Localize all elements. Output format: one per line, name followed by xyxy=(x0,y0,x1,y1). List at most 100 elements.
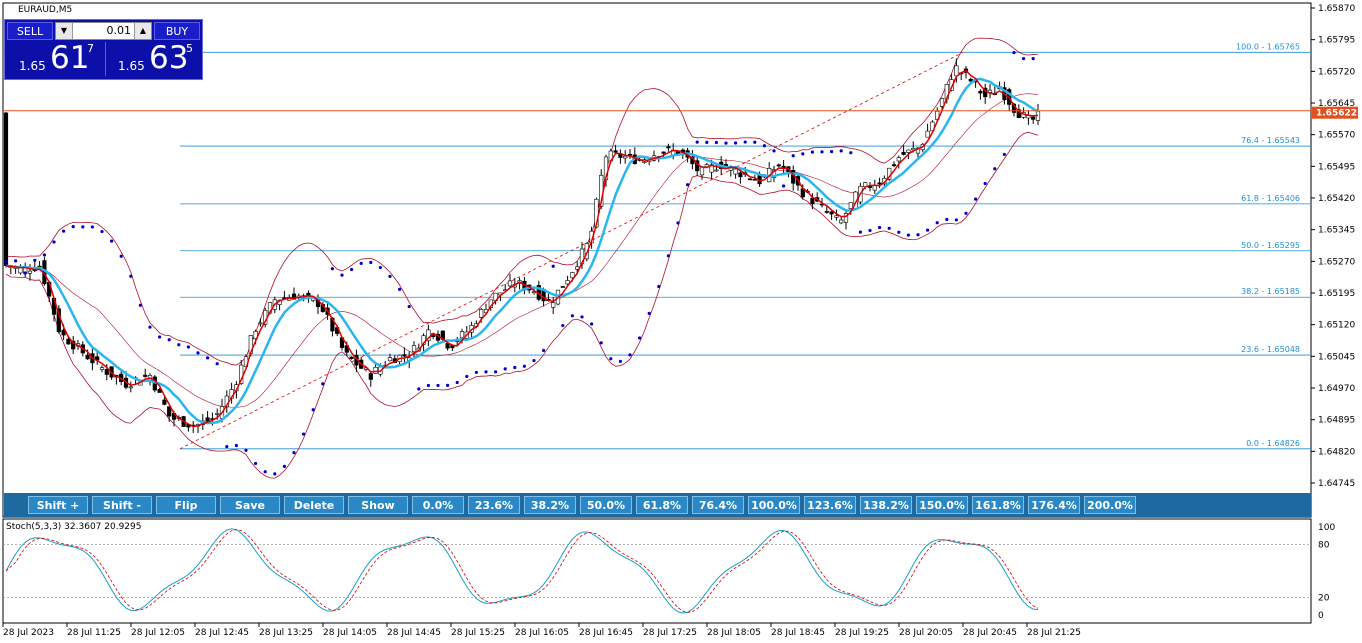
sar-dot xyxy=(1002,152,1007,157)
buy-price-pips: 63 xyxy=(149,40,189,76)
candle-body xyxy=(215,413,220,415)
sell-price-pips: 61 xyxy=(50,40,90,76)
sar-dot xyxy=(148,325,152,329)
fib-level-label: 100.0 - 1.65765 xyxy=(1236,42,1300,51)
sar-dot xyxy=(714,140,719,145)
buy-quote[interactable]: 1.65 63 5 xyxy=(105,40,202,76)
lot-value[interactable]: 0.01 xyxy=(106,24,132,37)
sell-price-fraction: 7 xyxy=(87,42,94,55)
toolbar-button[interactable]: Shift - xyxy=(92,496,152,514)
time-tick-label: 28 Jul 2023 xyxy=(3,628,54,638)
toolbar-button[interactable]: 0.0% xyxy=(412,496,464,514)
time-tick-label: 28 Jul 21:25 xyxy=(1027,628,1081,638)
candle-body xyxy=(71,340,76,350)
candle-body xyxy=(925,130,930,138)
toolbar-button[interactable]: 200.0% xyxy=(1084,496,1136,514)
parabolic-sar xyxy=(4,51,1035,476)
candle-body xyxy=(935,110,940,120)
fib-diagonal-line xyxy=(179,51,964,450)
sar-dot xyxy=(647,311,651,315)
toolbar-button[interactable]: Delete xyxy=(284,496,344,514)
candle-body xyxy=(627,153,633,156)
sar-dot xyxy=(878,225,882,230)
main-chart-frame xyxy=(2,2,1312,518)
candle-body xyxy=(906,149,911,153)
time-tick-label: 28 Jul 13:25 xyxy=(259,628,313,638)
buy-button[interactable]: BUY xyxy=(154,22,200,40)
candle-body xyxy=(968,78,973,82)
candle-body xyxy=(27,270,33,274)
toolbar-button[interactable]: 161.8% xyxy=(972,496,1024,514)
candle-body xyxy=(349,356,354,359)
candle-body xyxy=(623,155,628,159)
toolbar-button[interactable]: 23.6% xyxy=(468,496,520,514)
sar-dot xyxy=(628,353,632,357)
sar-dot xyxy=(52,240,56,244)
sar-dot xyxy=(1022,57,1026,61)
candle-body xyxy=(891,164,897,167)
candle-body xyxy=(661,151,666,154)
sar-dot xyxy=(369,260,373,265)
lot-increase-icon[interactable]: ▲ xyxy=(134,23,151,39)
toolbar-button[interactable]: 100.0% xyxy=(748,496,800,514)
sar-dot xyxy=(321,382,325,386)
lot-decrease-icon[interactable]: ▼ xyxy=(56,23,73,39)
candle-body xyxy=(939,98,945,107)
sar-dot xyxy=(42,253,47,257)
sar-dot xyxy=(119,254,123,258)
candle-body xyxy=(911,148,916,151)
sar-dot xyxy=(426,383,430,388)
sar-dot xyxy=(484,370,488,374)
toolbar-button[interactable]: 138.2% xyxy=(860,496,912,514)
toolbar-button[interactable]: 123.6% xyxy=(804,496,856,514)
sar-dot xyxy=(446,383,450,387)
sar-dot xyxy=(378,265,382,270)
sell-button[interactable]: SELL xyxy=(7,22,53,40)
sar-dot xyxy=(100,229,104,234)
candle-body xyxy=(459,331,465,339)
candle-body xyxy=(291,293,297,300)
fast-ma-line xyxy=(5,69,1039,428)
candle-body xyxy=(205,417,210,422)
candle-body xyxy=(987,89,993,93)
fibonacci-levels[interactable]: 100.0 - 1.65765 76.4 - 1.65543 61.8 - 1.65… xyxy=(3,42,1311,450)
sar-dot xyxy=(762,144,767,148)
lot-size-input[interactable]: ▼ 0.01 ▲ xyxy=(55,22,152,40)
sar-dot xyxy=(849,151,853,155)
price-tick-label: 1.65720 xyxy=(1318,67,1355,77)
slow-ma-line xyxy=(5,77,1039,425)
sar-dot xyxy=(580,315,584,319)
fib-trendline[interactable] xyxy=(179,51,964,450)
sar-dot xyxy=(14,259,18,263)
candle-body xyxy=(824,211,829,213)
toolbar-button[interactable]: 38.2% xyxy=(524,496,576,514)
sar-dot xyxy=(177,343,181,347)
sar-dot xyxy=(666,254,671,258)
toolbar-button[interactable]: 76.4% xyxy=(692,496,744,514)
candle-body xyxy=(3,112,9,266)
sar-dot xyxy=(474,370,478,375)
sell-quote[interactable]: 1.65 61 7 xyxy=(7,40,103,76)
sar-dot xyxy=(782,184,786,188)
toolbar-button[interactable]: Show xyxy=(348,496,408,514)
toolbar-button[interactable]: Shift + xyxy=(28,496,88,514)
price-tick-label: 1.64820 xyxy=(1318,447,1355,457)
toolbar-button[interactable]: Save xyxy=(220,496,280,514)
sar-dot xyxy=(570,314,575,318)
sar-dot xyxy=(974,197,978,201)
sar-dot xyxy=(254,461,258,466)
sar-dot xyxy=(858,230,863,234)
sar-dot xyxy=(906,233,911,237)
time-tick-label: 28 Jul 14:45 xyxy=(387,628,441,638)
current-price-line: 1.65622 xyxy=(3,106,1358,119)
toolbar-button[interactable]: Flip xyxy=(156,496,216,514)
candle-body xyxy=(402,354,407,357)
sar-dot xyxy=(513,365,517,370)
sar-dot xyxy=(234,443,238,448)
toolbar-button[interactable]: 50.0% xyxy=(580,496,632,514)
toolbar-button[interactable]: 150.0% xyxy=(916,496,968,514)
toolbar-button[interactable]: 61.8% xyxy=(636,496,688,514)
sar-dot xyxy=(522,364,527,368)
toolbar-button[interactable]: 176.4% xyxy=(1028,496,1080,514)
